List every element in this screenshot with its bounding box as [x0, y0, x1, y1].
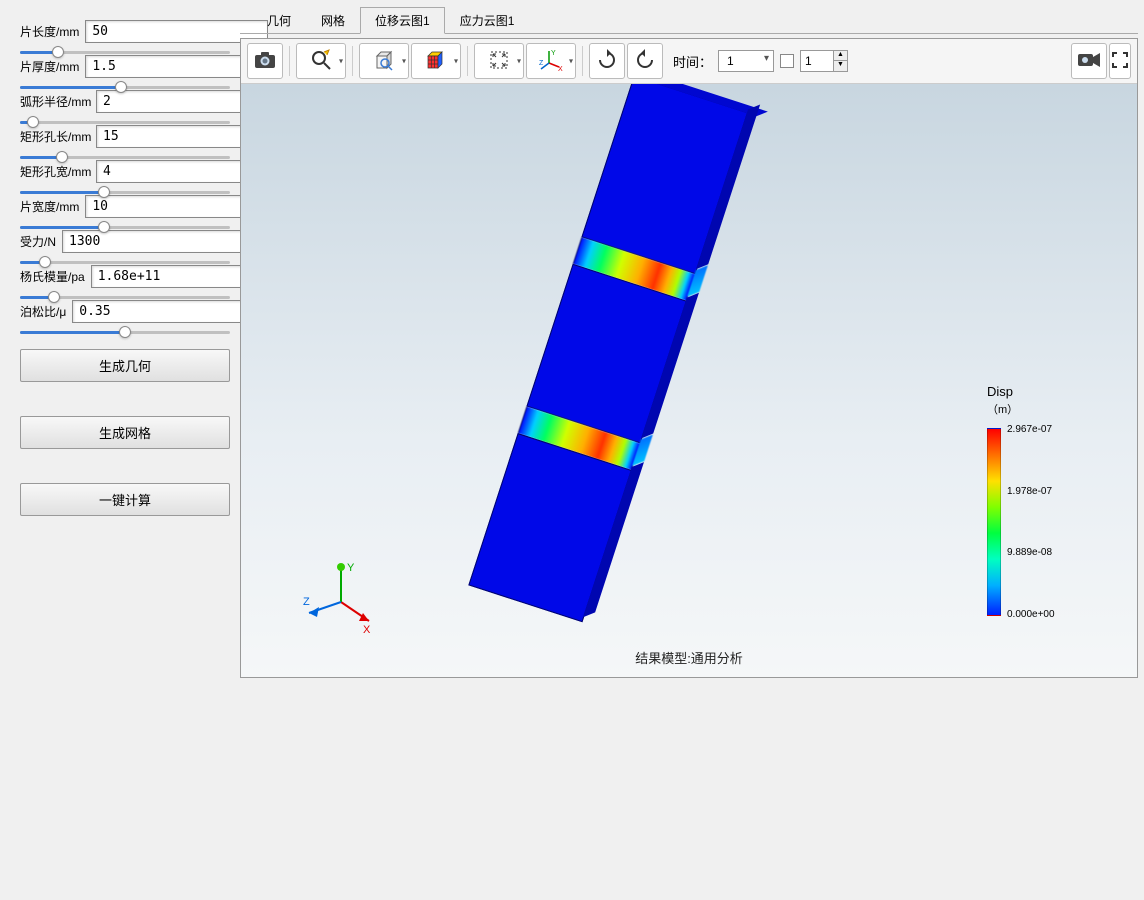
screenshot-button[interactable]	[247, 43, 283, 79]
main-panel: 几何网格位移云图1应力云图1 ▾ ▾	[240, 0, 1144, 900]
viewport-toolbar: ▾ ▾	[241, 39, 1137, 84]
svg-text:Y: Y	[347, 562, 355, 574]
axis-triad-icon: X YZ	[539, 49, 563, 74]
param-slider-p6[interactable]	[20, 259, 230, 265]
record-button[interactable]	[1071, 43, 1107, 79]
chevron-down-icon: ▾	[569, 57, 573, 66]
rotate-cw-icon	[596, 49, 618, 74]
axis-triad: X Y Z	[301, 557, 381, 637]
param-slider-p5[interactable]	[20, 224, 230, 230]
svg-text:X: X	[558, 66, 563, 71]
svg-text:Z: Z	[303, 596, 310, 608]
video-camera-icon	[1077, 51, 1101, 72]
color-legend: Disp （m） 2.967e-071.978e-079.889e-080.00…	[987, 384, 1097, 423]
param-slider-p7[interactable]	[20, 294, 230, 300]
param-p7: 杨氏模量/pa	[20, 265, 230, 300]
result-canvas[interactable]: X Y Z 结果模型:通用分析 Disp （m） 2.967e-071.978e…	[241, 84, 1137, 677]
legend-tick: 0.000e+00	[1007, 609, 1055, 620]
param-input-p6[interactable]	[62, 230, 245, 253]
param-p2: 弧形半径/mm	[20, 90, 230, 125]
color-cube-button[interactable]: ▾	[411, 43, 461, 79]
rotate-ccw-icon	[634, 49, 656, 74]
legend-unit: （m）	[987, 401, 1097, 417]
axis-orientation-button[interactable]: X YZ ▾	[526, 43, 576, 79]
viewport: ▾ ▾	[240, 38, 1138, 678]
param-p8: 泊松比/μ	[20, 300, 230, 335]
param-slider-p3[interactable]	[20, 154, 230, 160]
calculate-button[interactable]: 一键计算	[20, 483, 230, 516]
tab-几何[interactable]: 几何	[252, 7, 306, 34]
generate-mesh-button[interactable]: 生成网格	[20, 416, 230, 449]
legend-tick: 9.889e-08	[1007, 547, 1055, 558]
param-p4: 矩形孔宽/mm	[20, 160, 230, 195]
zoom-button[interactable]: ▾	[296, 43, 346, 79]
param-p0: 片长度/mm	[20, 20, 230, 55]
param-label: 杨氏模量/pa	[20, 268, 85, 285]
parameter-sidebar: 片长度/mm 片厚度/mm 弧形半径/mm 矩形孔长/mm 矩形孔宽/mm 片宽度/mm 受…	[0, 0, 240, 900]
param-slider-p2[interactable]	[20, 119, 230, 125]
legend-tick: 2.967e-07	[1007, 424, 1055, 435]
param-p1: 片厚度/mm	[20, 55, 230, 90]
param-slider-p1[interactable]	[20, 84, 230, 90]
svg-text:Z: Z	[539, 60, 544, 67]
param-p5: 片宽度/mm	[20, 195, 230, 230]
param-p6: 受力/N	[20, 230, 230, 265]
param-label: 片宽度/mm	[20, 198, 79, 215]
tab-位移云图1[interactable]: 位移云图1	[360, 7, 445, 34]
time-label: 时间：	[673, 52, 712, 71]
view-cube-button[interactable]: ▾	[359, 43, 409, 79]
param-slider-p0[interactable]	[20, 49, 230, 55]
cube-outline-icon	[372, 49, 396, 74]
spinner-up-button[interactable]: ▲	[833, 51, 847, 61]
expand-icon	[1112, 52, 1128, 71]
param-label: 片长度/mm	[20, 23, 79, 40]
chevron-down-icon: ▾	[339, 57, 343, 66]
chevron-down-icon: ▾	[454, 57, 458, 66]
param-p3: 矩形孔长/mm	[20, 125, 230, 160]
fem-model	[461, 104, 841, 654]
fit-screen-icon	[488, 49, 510, 74]
param-slider-p4[interactable]	[20, 189, 230, 195]
param-label: 泊松比/μ	[20, 303, 66, 320]
result-title: 结果模型:通用分析	[635, 648, 743, 667]
camera-icon	[254, 51, 276, 72]
tab-网格[interactable]: 网格	[306, 7, 360, 34]
spinner-down-button[interactable]: ▼	[833, 61, 847, 71]
result-tabs: 几何网格位移云图1应力云图1	[240, 6, 1138, 34]
param-label: 片厚度/mm	[20, 58, 79, 75]
tab-应力云图1[interactable]: 应力云图1	[445, 7, 530, 34]
svg-text:Y: Y	[551, 50, 556, 57]
param-label: 弧形半径/mm	[20, 93, 90, 110]
param-label: 受力/N	[20, 233, 56, 250]
fit-view-button[interactable]: ▾	[474, 43, 524, 79]
rotate-ccw-button[interactable]	[627, 43, 663, 79]
frame-spinner-input[interactable]	[801, 51, 833, 71]
param-label: 矩形孔宽/mm	[20, 163, 90, 180]
param-label: 矩形孔长/mm	[20, 128, 90, 145]
rubiks-cube-icon	[424, 49, 448, 74]
param-slider-p8[interactable]	[20, 329, 230, 335]
param-input-p8[interactable]	[72, 300, 255, 323]
rotate-cw-button[interactable]	[589, 43, 625, 79]
frame-spinner[interactable]: ▲ ▼	[800, 50, 848, 72]
generate-geometry-button[interactable]: 生成几何	[20, 349, 230, 382]
fullscreen-button[interactable]	[1109, 43, 1131, 79]
chevron-down-icon: ▾	[517, 57, 521, 66]
time-select[interactable]: 1	[718, 50, 774, 72]
legend-tick: 1.978e-07	[1007, 486, 1055, 497]
toggle-checkbox[interactable]	[780, 54, 794, 68]
chevron-down-icon: ▾	[402, 57, 406, 66]
legend-title: Disp	[987, 384, 1097, 399]
legend-colorbar	[987, 428, 1001, 616]
svg-text:X: X	[363, 624, 371, 636]
magnifier-icon	[310, 49, 332, 74]
